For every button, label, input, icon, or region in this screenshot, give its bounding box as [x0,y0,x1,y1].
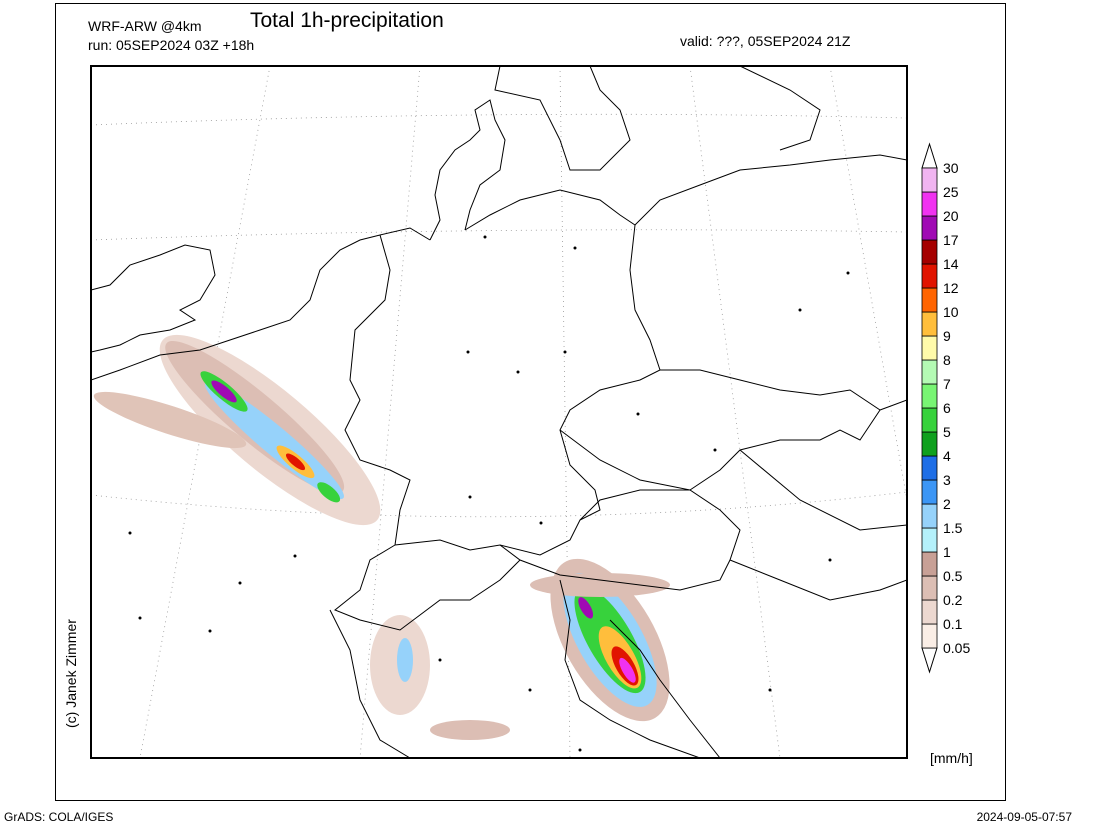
colorbar-box [921,431,938,457]
colorbar-label: 25 [943,184,959,200]
footer-right: 2024-09-05-07:57 [977,810,1073,824]
valid-label: valid: ???, 05SEP2024 21Z [680,33,851,49]
colorbar-label: 1.5 [943,520,963,536]
colorbar-label: 12 [943,280,959,296]
colorbar-label: 0.5 [943,568,963,584]
colorbar-label: 4 [943,448,951,464]
graticule [91,66,907,758]
frame [55,3,1006,801]
colorbar-box [921,503,938,529]
colorbar-label: 0.1 [943,616,963,632]
colorbar-box [921,287,938,313]
run-label: run: 05SEP2024 03Z +18h [88,37,254,53]
colorbar-box [921,359,938,385]
colorbar-box [921,599,938,625]
cities [128,235,850,752]
colorbar-label: 0.05 [943,640,970,656]
colorbar-box [921,407,938,433]
colorbar: 0.05 0.1 0.2 0.5 1 1.5 2 3 4 5 6 7 8 9 10 12 14 17 20 25 30 [921,142,970,674]
footer-left: GrADS: COLA/IGES [4,810,113,824]
colorbar-label: 7 [943,376,951,392]
colorbar-box [921,311,938,337]
model-label: WRF-ARW @4km [88,18,202,34]
colorbar-label: 6 [943,400,951,416]
colorbar-box [921,527,938,553]
colorbar-arrow-low [921,647,938,674]
precipitation [93,334,670,740]
colorbar-box [921,239,938,265]
colorbar-box [921,623,938,649]
colorbar-label: 30 [943,160,959,176]
colorbar-box [921,215,938,241]
colorbar-box [921,263,938,289]
colorbar-label: 8 [943,352,951,368]
colorbar-label: 0.2 [943,592,963,608]
colorbar-box [921,575,938,601]
colorbar-label: 17 [943,232,959,248]
colorbar-arrow-high [921,142,938,169]
colorbar-box [921,455,938,481]
map-border [90,65,908,759]
map [90,65,908,759]
colorbar-label: 5 [943,424,951,440]
credit: (c) Janek Zimmer [63,619,79,728]
colorbar-box [921,191,938,217]
colorbar-box [921,167,938,193]
colorbar-box [921,479,938,505]
unit-label: [mm/h] [930,750,973,766]
colorbar-box [921,383,938,409]
title: Total 1h-precipitation [250,9,444,32]
colorbar-label: 2 [943,496,951,512]
colorbar-label: 20 [943,208,959,224]
colorbar-label: 1 [943,544,951,560]
colorbar-box [921,551,938,577]
colorbar-label: 10 [943,304,959,320]
colorbar-label: 3 [943,472,951,488]
colorbar-label: 14 [943,256,959,272]
colorbar-box [921,335,938,361]
coastlines-borders [91,66,907,758]
colorbar-label: 9 [943,328,951,344]
